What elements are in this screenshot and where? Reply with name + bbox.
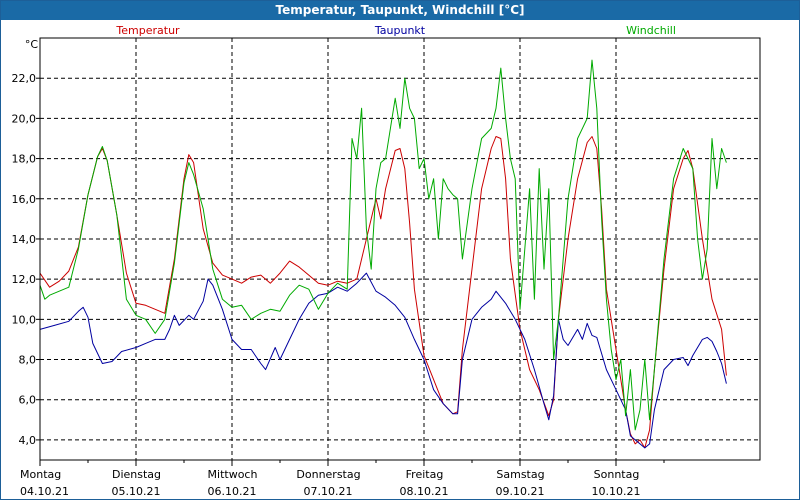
legend-windchill: Windchill	[626, 24, 676, 37]
legend-temperatur: Temperatur	[115, 24, 180, 37]
x-day-label: Dienstag	[112, 468, 161, 481]
series-line-windchill	[39, 59, 727, 431]
x-day-label: Montag	[20, 468, 61, 481]
legend-taupunkt: Taupunkt	[374, 24, 426, 37]
x-date-label: 04.10.21	[20, 485, 69, 498]
x-date-label: 09.10.21	[496, 485, 545, 498]
y-tick-label: 14,0	[12, 233, 37, 246]
label-layer: 4,0 6,0 8,0 10,0 12,0 14,0 16,0 18,0 20,0 22,0 Mon…	[12, 24, 676, 498]
axis-layer	[36, 37, 761, 466]
y-tick-label: 12,0	[12, 273, 37, 286]
x-day-label: Donnerstag	[296, 468, 360, 481]
series-line-temperatur	[39, 136, 727, 449]
y-tick-label: 22,0	[12, 72, 37, 85]
x-day-label: Freitag	[406, 468, 444, 481]
x-day-label: Mittwoch	[208, 468, 258, 481]
x-date-label: 10.10.21	[592, 485, 641, 498]
chart-title: Temperatur, Taupunkt, Windchill [°C]	[1, 1, 799, 20]
x-day-label: Samstag	[496, 468, 544, 481]
x-date-label: 05.10.21	[112, 485, 161, 498]
x-date-label: 08.10.21	[400, 485, 449, 498]
y-tick-label: 8,0	[19, 354, 37, 367]
y-tick-label: 20,0	[12, 112, 37, 125]
y-tick-label: 6,0	[19, 394, 37, 407]
series-layer	[39, 59, 727, 449]
plot-frame	[39, 37, 761, 461]
grid-layer	[40, 38, 760, 460]
series-line-taupunkt	[39, 272, 727, 449]
x-date-label: 07.10.21	[304, 485, 353, 498]
y-unit-label: °C	[25, 38, 39, 51]
y-tick-label: 16,0	[12, 193, 37, 206]
y-tick-label: 4,0	[19, 434, 37, 447]
y-tick-label: 10,0	[12, 313, 37, 326]
x-date-label: 06.10.21	[208, 485, 257, 498]
x-day-label: Sonntag	[594, 468, 640, 481]
y-tick-label: 18,0	[12, 153, 37, 166]
